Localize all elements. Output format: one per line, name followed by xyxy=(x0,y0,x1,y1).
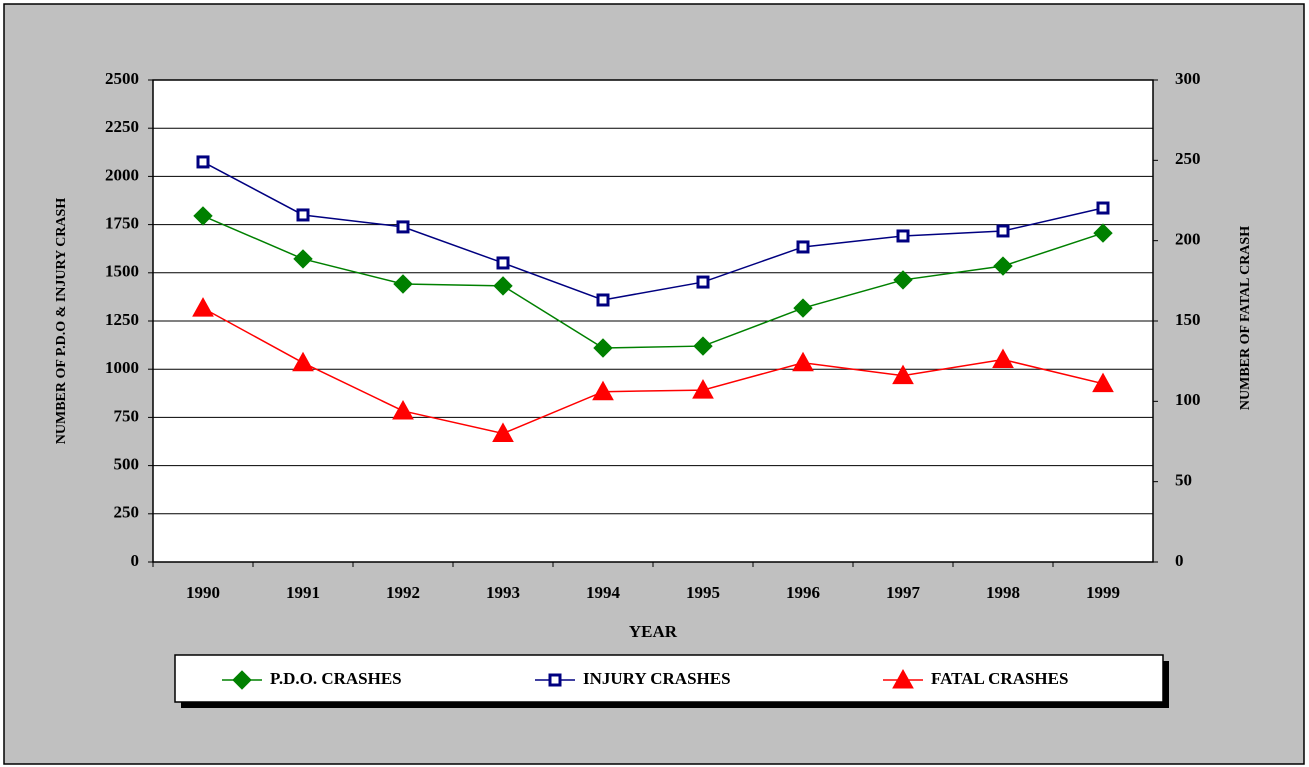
data-point xyxy=(992,348,1014,369)
x-tick-label: 1991 xyxy=(286,583,320,602)
x-tick-label: 1996 xyxy=(786,583,820,602)
data-point xyxy=(996,224,1010,238)
data-point xyxy=(696,275,710,289)
data-point xyxy=(492,422,514,442)
legend-marker xyxy=(892,668,914,689)
y-tick-label: 1500 xyxy=(105,262,139,281)
data-point xyxy=(293,249,313,269)
legend-label: INJURY CRASHES xyxy=(583,669,731,688)
data-point xyxy=(592,380,614,401)
data-point xyxy=(692,379,714,399)
y-tick-label: 2250 xyxy=(105,117,139,136)
data-point xyxy=(793,298,813,318)
y-tick-label: 250 xyxy=(114,503,140,522)
y2-tick-label: 250 xyxy=(1175,149,1201,168)
y-tick-label: 2000 xyxy=(105,165,139,184)
y2-tick-label: 150 xyxy=(1175,310,1201,329)
data-point xyxy=(693,336,713,356)
data-point xyxy=(993,256,1013,276)
data-point xyxy=(892,364,914,385)
y2-tick-label: 300 xyxy=(1175,69,1201,88)
data-point xyxy=(1096,201,1110,215)
legend-label: P.D.O. CRASHES xyxy=(270,669,402,688)
data-point xyxy=(1092,372,1114,393)
y-tick-label: 1750 xyxy=(105,214,139,233)
data-point xyxy=(192,297,214,317)
data-point xyxy=(296,208,310,222)
data-point xyxy=(593,338,613,358)
data-point xyxy=(193,206,213,226)
y2-tick-label: 100 xyxy=(1175,390,1201,409)
y-tick-label: 1250 xyxy=(105,310,139,329)
series-line xyxy=(202,215,1104,349)
y-tick-label: 500 xyxy=(114,455,140,474)
legend xyxy=(174,654,1164,703)
x-tick-label: 1998 xyxy=(986,583,1020,602)
data-point xyxy=(496,256,510,270)
x-axis-label: YEAR xyxy=(629,622,678,641)
y2-tick-label: 200 xyxy=(1175,230,1201,249)
y-axis-label: NUMBER OF P.D.O & INJURY CRASH xyxy=(54,198,69,445)
data-point xyxy=(1093,223,1113,243)
legend-marker xyxy=(548,673,562,687)
y2-tick-label: 50 xyxy=(1175,471,1192,490)
data-point xyxy=(493,276,513,296)
y-tick-label: 1000 xyxy=(105,358,139,377)
series-line xyxy=(202,161,1104,301)
data-point xyxy=(196,155,210,169)
data-point xyxy=(796,240,810,254)
y2-axis-label: NUMBER OF FATAL CRASH xyxy=(1238,226,1253,410)
data-point xyxy=(396,220,410,234)
data-point xyxy=(596,293,610,307)
x-tick-label: 1993 xyxy=(486,583,520,602)
data-point xyxy=(392,399,414,420)
legend-label: FATAL CRASHES xyxy=(931,669,1068,688)
x-tick-label: 1990 xyxy=(186,583,220,602)
y-tick-label: 2500 xyxy=(105,69,139,88)
y2-tick-label: 0 xyxy=(1175,551,1184,570)
x-tick-label: 1997 xyxy=(886,583,921,602)
data-point xyxy=(896,229,910,243)
data-point xyxy=(792,351,814,372)
legend-marker xyxy=(232,670,252,690)
x-tick-label: 1994 xyxy=(586,583,621,602)
x-tick-label: 1999 xyxy=(1086,583,1120,602)
data-point xyxy=(893,270,913,290)
series-line xyxy=(202,307,1104,435)
y-tick-label: 0 xyxy=(131,551,140,570)
x-tick-label: 1992 xyxy=(386,583,420,602)
x-tick-label: 1995 xyxy=(686,583,720,602)
data-point xyxy=(292,351,314,372)
y-tick-label: 750 xyxy=(114,406,140,425)
data-point xyxy=(393,274,413,294)
